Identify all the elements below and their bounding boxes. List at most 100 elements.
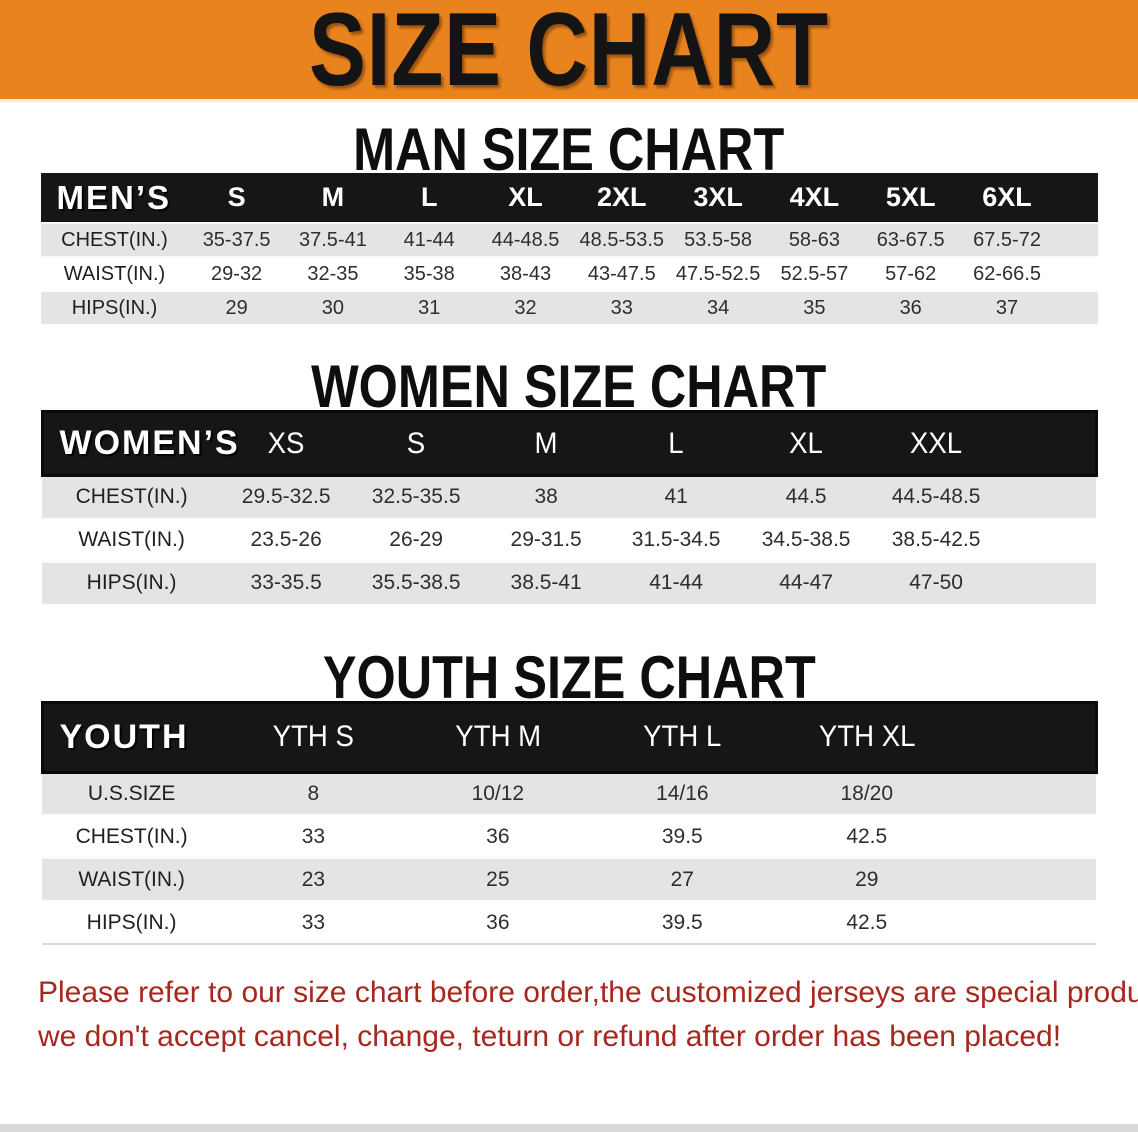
youth-value-cell-r1-c2: 39.5 — [661, 824, 703, 848]
youth-table-row-3: HIPS(IN.) 33 36 39.5 42.5 — [42, 901, 1096, 944]
women-row-label-2: HIPS(IN.) — [86, 571, 177, 594]
women-row-label-1: WAIST(IN.) — [78, 528, 185, 551]
youth-value-cell-r2-c0: 23 — [301, 867, 326, 891]
women-value-cell-r1-c3: 31.5-34.5 — [631, 528, 721, 551]
women-size-table: WOMEN’S XS S M L XL XXL CHEST(IN.) 29.5-32.5 32.5… — [41, 410, 1098, 606]
men-value-cell-r2-c8: 37 — [995, 296, 1019, 319]
men-size-column-5: 3XL — [693, 182, 743, 212]
women-header-row: WOMEN’S XS S M L XL XXL — [42, 411, 1096, 476]
men-value-cell-r1-c4: 43-47.5 — [587, 262, 656, 285]
youth-section-heading: YOUTH SIZE CHART — [0, 647, 1138, 707]
youth-size-column-0: YTH S — [272, 720, 355, 753]
youth-size-table: YOUTH YTH S YTH M YTH L YTH XL U.S.SIZE 8 10/12… — [41, 701, 1098, 946]
youth-value-cell-r0-c3: 18/20 — [840, 781, 894, 805]
women-size-column-3: L — [668, 426, 684, 460]
youth-value-cell-r3-c3: 42.5 — [846, 910, 888, 934]
youth-value-cell-r0-c0: 8 — [307, 781, 320, 805]
women-value-cell-r1-c5: 38.5-42.5 — [891, 528, 981, 551]
youth-row-label-2: WAIST(IN.) — [78, 867, 185, 891]
women-row-spacer-1 — [1001, 519, 1096, 562]
men-size-column-6: 4XL — [789, 182, 840, 212]
youth-section-heading-text: YOUTH SIZE CHART — [322, 643, 816, 711]
women-size-column-2: M — [534, 426, 558, 460]
men-row-spacer-0 — [1055, 223, 1097, 257]
women-value-cell-r0-c4: 44.5 — [785, 485, 827, 509]
women-section-heading: WOMEN SIZE CHART — [0, 357, 1138, 417]
youth-value-cell-r0-c1: 10/12 — [471, 781, 525, 805]
youth-table-row-1: CHEST(IN.) 33 36 39.5 42.5 — [42, 815, 1096, 858]
youth-value-cell-r3-c0: 33 — [301, 910, 326, 934]
youth-value-cell-r0-c2: 14/16 — [656, 781, 709, 805]
men-size-column-0: S — [227, 182, 246, 212]
men-value-cell-r0-c0: 35-37.5 — [202, 228, 271, 251]
men-row-label-1: WAIST(IN.) — [63, 262, 166, 285]
women-value-cell-r0-c5: 44.5-48.5 — [891, 485, 981, 509]
men-value-cell-r2-c1: 30 — [321, 296, 345, 319]
women-value-cell-r0-c0: 29.5-32.5 — [241, 485, 331, 509]
youth-value-cell-r2-c3: 29 — [855, 867, 879, 891]
women-size-column-0: XS — [267, 426, 305, 460]
women-value-cell-r1-c2: 29-31.5 — [510, 528, 582, 551]
women-value-cell-r2-c2: 38.5-41 — [510, 571, 582, 594]
men-section-heading: MAN SIZE CHART — [0, 120, 1138, 180]
youth-corner-label: YOUTH — [59, 717, 189, 756]
men-section-heading-text: MAN SIZE CHART — [353, 116, 785, 183]
men-header-spacer — [1055, 173, 1097, 223]
men-value-cell-r0-c8: 67.5-72 — [973, 228, 1041, 251]
men-value-cell-r1-c8: 62-66.5 — [973, 262, 1041, 285]
youth-value-cell-r3-c2: 39.5 — [661, 910, 703, 934]
men-row-spacer-2 — [1055, 291, 1097, 325]
men-value-cell-r0-c5: 53.5-58 — [684, 228, 753, 251]
men-table-row-2: HIPS(IN.) 29 30 31 32 33 34 35 36 37 — [40, 291, 1098, 325]
women-value-cell-r0-c3: 41 — [664, 485, 688, 509]
disclaimer-note: Please refer to our size chart before or… — [38, 971, 1138, 1059]
youth-size-column-2: YTH L — [643, 720, 722, 753]
women-size-column-1: S — [406, 426, 426, 460]
men-size-table: MEN’S S M L XL 2XL 3XL 4XL 5XL 6XL CHEST(IN.) 35-37… — [40, 173, 1098, 326]
men-value-cell-r0-c2: 41-44 — [403, 228, 455, 251]
men-size-column-3: XL — [508, 182, 543, 212]
youth-table-row-2: WAIST(IN.) 23 25 27 29 — [42, 858, 1096, 901]
women-value-cell-r2-c0: 33-35.5 — [250, 571, 322, 594]
men-value-cell-r1-c0: 29-32 — [211, 262, 263, 285]
women-value-cell-r1-c0: 23.5-26 — [250, 528, 322, 551]
men-value-cell-r0-c7: 63-67.5 — [876, 228, 945, 251]
youth-size-column-1: YTH M — [454, 720, 541, 753]
women-section-heading-text: WOMEN SIZE CHART — [311, 353, 827, 420]
women-size-column-4: XL — [789, 426, 823, 460]
men-value-cell-r0-c1: 37.5-41 — [298, 228, 367, 251]
men-row-label-0: CHEST(IN.) — [61, 228, 168, 251]
women-value-cell-r2-c4: 44-47 — [779, 571, 833, 594]
men-value-cell-r1-c6: 52.5-57 — [780, 262, 849, 285]
men-value-cell-r2-c5: 34 — [706, 296, 730, 319]
women-row-spacer-2 — [1001, 562, 1096, 605]
men-value-cell-r0-c6: 58-63 — [788, 228, 840, 251]
youth-row-spacer-1 — [959, 815, 1096, 858]
youth-value-cell-r1-c3: 42.5 — [846, 824, 888, 848]
disclaimer-line-1: Please refer to our size chart before or… — [38, 976, 1138, 1009]
women-row-label-0: CHEST(IN.) — [75, 485, 188, 509]
page-title: SIZE CHART — [309, 0, 829, 108]
men-value-cell-r0-c4: 48.5-53.5 — [579, 228, 665, 251]
women-value-cell-r1-c1: 26-29 — [389, 528, 443, 551]
men-header-row: MEN’S S M L XL 2XL 3XL 4XL 5XL 6XL — [40, 173, 1098, 223]
youth-row-spacer-3 — [959, 901, 1096, 944]
men-size-column-4: 2XL — [597, 182, 647, 212]
men-table-row-1: WAIST(IN.) 29-32 32-35 35-38 38-43 43-47.5 47.… — [40, 257, 1098, 291]
men-value-cell-r2-c6: 35 — [803, 296, 826, 319]
men-table-row-0: CHEST(IN.) 35-37.5 37.5-41 41-44 44-48.5 48.5… — [40, 223, 1098, 257]
men-value-cell-r2-c4: 33 — [610, 296, 633, 319]
youth-value-cell-r3-c1: 36 — [486, 910, 510, 934]
youth-row-label-1: CHEST(IN.) — [75, 824, 188, 848]
youth-value-cell-r2-c2: 27 — [670, 867, 694, 891]
youth-row-label-0: U.S.SIZE — [87, 781, 176, 805]
women-corner-label: WOMEN’S — [59, 424, 240, 462]
men-corner-label: MEN’S — [56, 178, 172, 216]
women-header-spacer — [1001, 412, 1096, 476]
men-value-cell-r1-c5: 47.5-52.5 — [675, 262, 761, 285]
women-table-row-0: CHEST(IN.) 29.5-32.5 32.5-35.5 38 41 44.5 44.5… — [42, 475, 1096, 519]
youth-row-spacer-0 — [959, 772, 1096, 815]
youth-header-spacer — [959, 702, 1096, 772]
women-value-cell-r2-c3: 41-44 — [649, 571, 703, 594]
